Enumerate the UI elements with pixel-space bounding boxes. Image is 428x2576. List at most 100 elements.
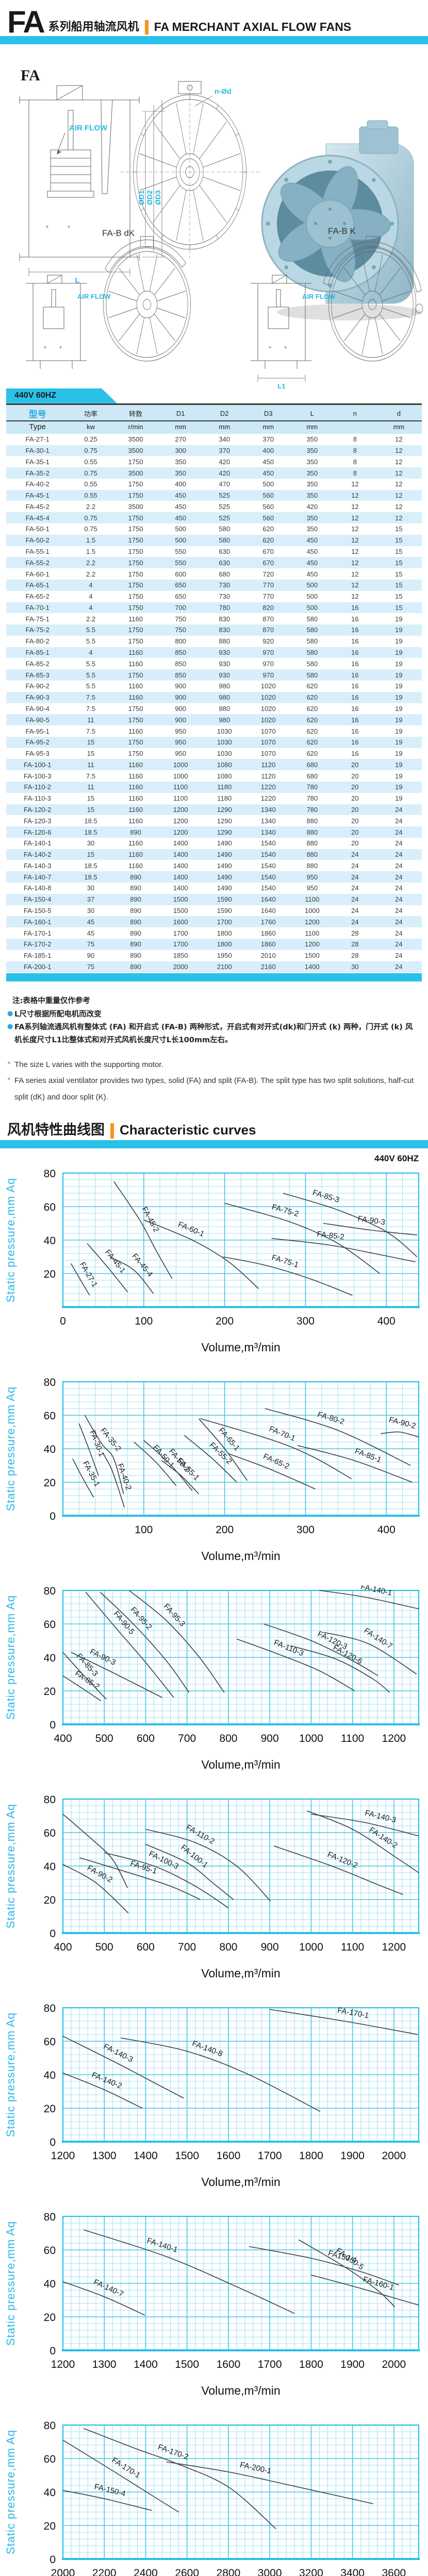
air-flow-label-dk: AIR FLOW (77, 293, 111, 300)
table-cell: 400 (262, 446, 274, 454)
x-tick-label: 1500 (175, 2150, 199, 2162)
table-cell: 3500 (128, 446, 143, 454)
table-cell: 1180 (217, 794, 232, 803)
table-cell: 850 (175, 659, 187, 668)
table-cell: 1400 (173, 873, 188, 881)
table-cell: 1400 (173, 851, 188, 859)
table-cell: 1070 (260, 727, 276, 735)
table-cell: 11 (87, 716, 94, 724)
x-tick-label: 1200 (382, 1941, 406, 1953)
characteristic-curve-chart-4: 80 60 40 20 0 400 500 600 700 800 900 1000 1100 1200 F… (0, 1794, 428, 1998)
table-cell: 12 (351, 581, 359, 589)
y-tick-label: 0 (50, 2554, 56, 2566)
column-header: 型号 (6, 404, 69, 421)
table-cell: 1750 (128, 626, 143, 634)
curve-FA-30-1 (78, 1423, 99, 1476)
column-unit-header: r/min (112, 420, 159, 434)
front-view-drawing (120, 81, 259, 259)
y-tick-label: 80 (44, 1377, 56, 1388)
variant-left-label: FA-B dK (102, 228, 135, 238)
y-tick-label: 20 (44, 1268, 56, 1280)
table-cell: 30 (87, 839, 95, 848)
table-cell: 2.2 (86, 615, 96, 623)
curve-label: FA-140-1 (360, 1585, 393, 1598)
table-cell: 450 (306, 558, 318, 567)
table-cell: 30 (87, 884, 95, 892)
table-cell: 650 (175, 592, 187, 601)
table-cell: FA-70-1 (25, 603, 50, 612)
diameter-dimension-lines (142, 99, 165, 258)
x-tick-label: 200 (216, 1315, 234, 1327)
column-header: 功率 (69, 404, 113, 421)
table-cell: 20 (351, 783, 359, 791)
column-unit-header: mm (290, 420, 334, 434)
x-tick-label: 2200 (92, 2567, 117, 2576)
table-cell: 15 (87, 750, 95, 758)
table-cell: 930 (219, 649, 231, 657)
table-cell: 1490 (217, 884, 232, 892)
x-tick-label: 500 (95, 1733, 113, 1744)
x-tick-label: 1700 (258, 2150, 282, 2162)
table-cell: FA-185-1 (24, 952, 52, 960)
table-cell: 930 (219, 671, 231, 679)
curve-FA-45-1 (87, 1243, 128, 1293)
curve-FA150-4 (249, 2246, 399, 2286)
x-tick-label: 400 (54, 1733, 72, 1744)
table-row: FA-90-5 11 1750 900 980 1020 620 16 19 (6, 714, 422, 726)
table-cell: 3500 (128, 435, 143, 444)
curve-label: FA-110-2 (185, 1823, 216, 1846)
table-cell: 1290 (217, 805, 232, 814)
table-cell: 730 (219, 581, 231, 589)
table-cell: 1490 (217, 839, 232, 848)
table-cell: 0.75 (84, 469, 97, 477)
curve-label: FA-65-2 (262, 1452, 291, 1471)
table-cell: 11 (87, 760, 94, 769)
y-tick-label: 20 (44, 1686, 56, 1698)
table-cell: 7.5 (86, 772, 96, 780)
x-tick-label: 500 (95, 1941, 113, 1953)
curve-label: FA-27-1 (78, 1261, 99, 1289)
table-cell: 1180 (217, 783, 232, 791)
table-row: FA-140-7 18.5 890 1400 1490 1540 950 24 24 (6, 871, 422, 883)
curve-FA-140-8 (121, 2038, 321, 2112)
column-header: n (334, 404, 376, 421)
table-cell: FA-45-2 (25, 502, 50, 511)
column-header: L (290, 404, 334, 421)
table-row: FA-140-3 18.5 1160 1400 1490 1540 880 24 24 (6, 860, 422, 871)
table-cell: 12 (395, 502, 403, 511)
table-cell: 350 (306, 457, 318, 466)
table-cell: 19 (395, 716, 403, 724)
y-tick-label: 60 (44, 1827, 56, 1839)
x-axis-title: Volume,m³/min (201, 2384, 280, 2397)
x-tick-label: 3400 (340, 2567, 365, 2576)
y-axis-title: Static pressure,mm Aq (4, 2221, 17, 2346)
y-tick-label: 40 (44, 2278, 56, 2290)
table-cell: FA-170-2 (24, 940, 52, 948)
table-cell: 30 (87, 907, 95, 914)
x-axis-title: Volume,m³/min (201, 1967, 280, 1980)
table-cell: 5.5 (86, 637, 96, 646)
y-tick-label: 0 (50, 2137, 56, 2148)
table-cell: 16 (351, 603, 359, 612)
table-cell: 2.2 (86, 570, 96, 578)
table-row: FA-30-1 0.75 3500 300 370 400 350 8 12 (6, 445, 422, 456)
table-cell: 12 (351, 570, 359, 578)
table-cell: 1500 (173, 895, 188, 904)
table-cell: 24 (351, 895, 359, 904)
table-cell: 420 (219, 469, 231, 477)
table-row: FA-85-2 5.5 1160 850 930 970 580 16 19 (6, 658, 422, 669)
table-cell: 1160 (128, 760, 143, 769)
curve-FA-65-1 (198, 1418, 248, 1481)
dim-n-od-label: n-Ød (215, 87, 232, 95)
table-cell: 24 (351, 861, 359, 870)
table-cell: 350 (306, 514, 318, 522)
table-cell: 1030 (217, 750, 232, 758)
table-cell: FA-95-2 (25, 738, 50, 747)
table-cell: 700 (175, 603, 187, 612)
table-cell: 24 (395, 861, 403, 870)
table-cell: 19 (395, 693, 403, 702)
table-cell: 1160 (128, 839, 143, 848)
table-cell: 770 (262, 592, 274, 601)
dim-d1-label: ØD1 (137, 190, 145, 205)
column-header: D2 (202, 404, 246, 421)
